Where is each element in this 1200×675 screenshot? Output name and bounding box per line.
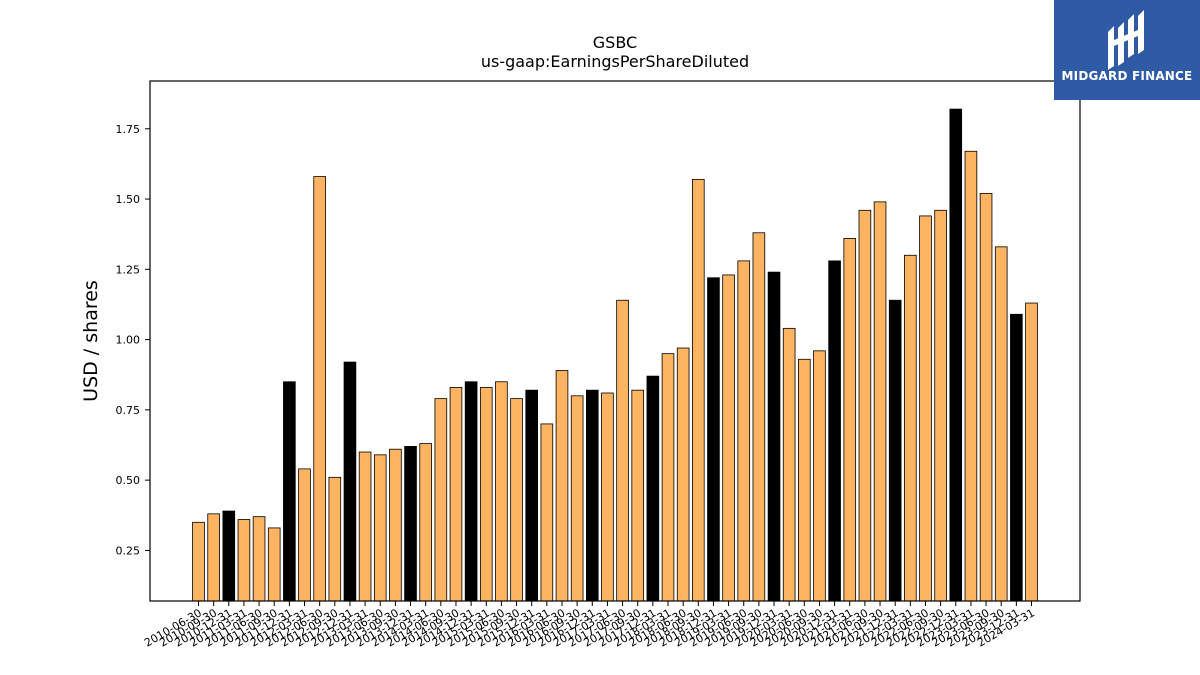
bar-2015-12-31 [525, 389, 538, 602]
bar-2016-06-30 [555, 370, 569, 602]
y-axis-label: USD / shares [80, 280, 102, 402]
bar-2011-06-30 [252, 516, 266, 602]
bar-2015-09-30 [510, 398, 523, 602]
bar-2023-09-30 [994, 246, 1008, 602]
bar-2013-06-30 [373, 454, 387, 602]
bar-2022-03-31 [904, 254, 917, 602]
bar-2012-06-30 [313, 176, 326, 602]
logo-text: MIDGARD FINANCE [1061, 69, 1193, 83]
bar-2021-09-30 [873, 201, 887, 602]
bar-2010-06-30 [192, 521, 205, 602]
bars-layer [192, 108, 1038, 602]
y-tick-label: 0.50 [116, 474, 141, 487]
plot-frame [149, 80, 1081, 602]
bar-2017-12-31 [646, 375, 660, 602]
bar-2018-12-31 [707, 277, 720, 602]
x-ticks: 2010-06-302010-09-302010-12-312011-03-31… [142, 601, 1037, 650]
y-tick-label: 1.75 [116, 123, 141, 136]
bar-2011-09-30 [267, 527, 281, 602]
bar-2014-09-30 [449, 386, 463, 602]
bar-2018-06-30 [676, 347, 690, 602]
bar-2013-03-31 [358, 451, 372, 602]
bar-2019-12-31 [767, 271, 781, 602]
bar-2017-03-31 [601, 392, 614, 602]
bar-2016-12-31 [585, 389, 599, 602]
bar-2019-06-30 [737, 260, 751, 602]
chart-title: GSBC [593, 33, 637, 52]
bar-2017-06-30 [616, 299, 629, 602]
bar-2024-03-31 [1025, 302, 1038, 602]
bar-2014-12-31 [464, 381, 478, 602]
y-tick-label: 0.75 [116, 404, 141, 417]
bar-2015-03-31 [479, 386, 493, 602]
bar-2022-12-31 [949, 108, 963, 602]
bar-2012-03-31 [298, 468, 311, 602]
bar-2019-09-30 [752, 232, 766, 602]
bar-2023-12-31 [1010, 313, 1023, 602]
bar-2020-03-31 [782, 327, 796, 602]
y-tick-label: 1.00 [116, 334, 141, 347]
bar-2017-09-30 [631, 389, 645, 602]
bar-2018-09-30 [692, 178, 705, 602]
bar-2020-06-30 [798, 358, 811, 602]
bar-2023-06-30 [979, 193, 993, 602]
bar-2014-03-31 [419, 443, 432, 602]
bar-2020-12-31 [828, 260, 841, 602]
bar-2018-03-31 [661, 353, 675, 602]
bar-2016-03-31 [540, 423, 554, 602]
y-tick-label: 1.25 [116, 263, 141, 276]
bar-2021-06-30 [858, 209, 872, 602]
bar-2021-03-31 [843, 238, 857, 602]
chart-subtitle: us-gaap:EarningsPerShareDiluted [481, 52, 749, 71]
bar-2022-06-30 [919, 215, 932, 602]
bar-2011-03-31 [237, 519, 251, 602]
bar-2012-12-31 [343, 361, 357, 602]
y-tick-label: 1.50 [116, 193, 141, 206]
bar-2010-12-31 [222, 510, 236, 602]
bar-2023-03-31 [964, 150, 978, 602]
bar-2012-09-30 [328, 476, 342, 602]
bar-2015-06-30 [495, 381, 508, 602]
bar-2010-09-30 [207, 513, 220, 602]
bar-2014-06-30 [434, 398, 448, 602]
midgard-logo-icon [1108, 10, 1144, 70]
bar-2013-12-31 [404, 446, 417, 602]
bar-2019-03-31 [722, 274, 735, 602]
bar-2021-12-31 [888, 299, 902, 602]
bar-2020-09-30 [813, 350, 826, 602]
midgard-finance-logo: MIDGARD FINANCE [1054, 0, 1200, 100]
bar-2013-09-30 [389, 448, 402, 602]
bar-2016-09-30 [570, 395, 584, 602]
y-ticks: 0.25 0.50 0.75 1.00 1.25 1.50 1.75 [116, 123, 150, 557]
bar-2011-12-31 [283, 381, 296, 602]
y-tick-label: 0.25 [116, 544, 141, 557]
bar-2022-09-30 [934, 209, 947, 602]
